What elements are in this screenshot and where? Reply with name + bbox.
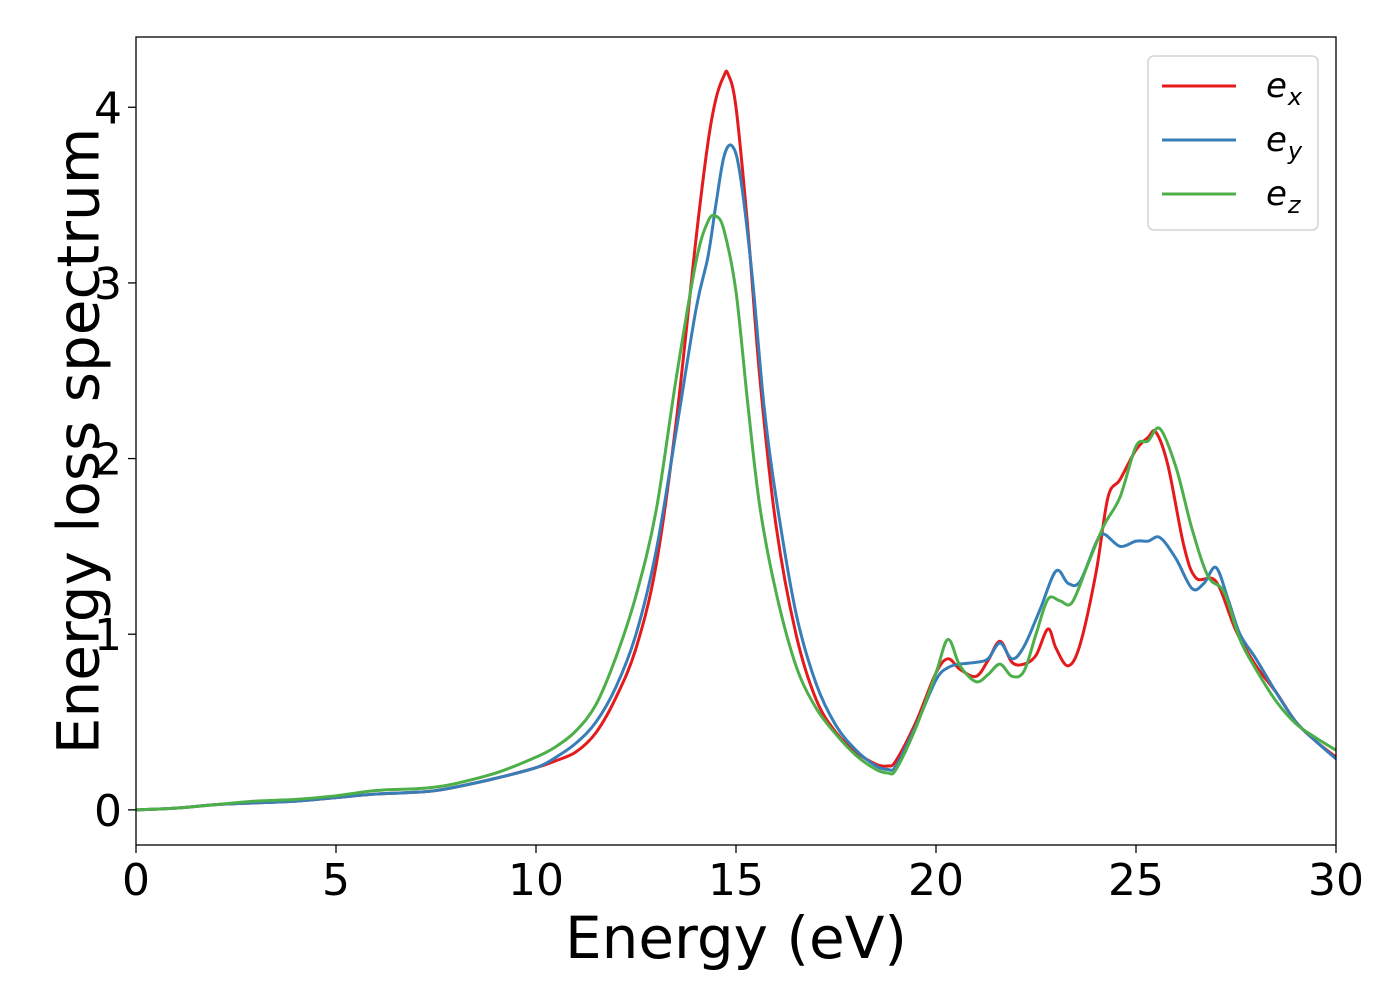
x-tick-label: 0 [122, 855, 150, 906]
legend-box [1147, 55, 1319, 231]
y-tick-label: 1 [94, 610, 122, 661]
series-lines [136, 69, 1336, 812]
y-axis-ticks: 0 1 2 3 4 [94, 83, 136, 837]
x-tick-label: 15 [708, 855, 764, 906]
y-tick-label: 2 [94, 435, 122, 486]
x-tick-label: 10 [508, 855, 564, 906]
y-tick-label: 4 [94, 83, 122, 134]
x-tick-label: 30 [1308, 855, 1364, 906]
legend-label-x: ex [1266, 66, 1303, 111]
y-axis-label: Energy loss spectrum [44, 128, 112, 754]
series-line-y [136, 143, 1336, 812]
series-line-z [136, 213, 1336, 812]
legend-label-y: ey [1266, 120, 1303, 165]
x-tick-label: 20 [908, 855, 964, 906]
x-axis-label: Energy (eV) [565, 904, 907, 972]
x-tick-label: 5 [322, 855, 350, 906]
y-tick-label: 3 [94, 259, 122, 310]
y-tick-label: 0 [94, 786, 122, 837]
x-axis-ticks: 0 5 10 15 20 25 30 [122, 845, 1364, 906]
x-tick-label: 25 [1108, 855, 1164, 906]
